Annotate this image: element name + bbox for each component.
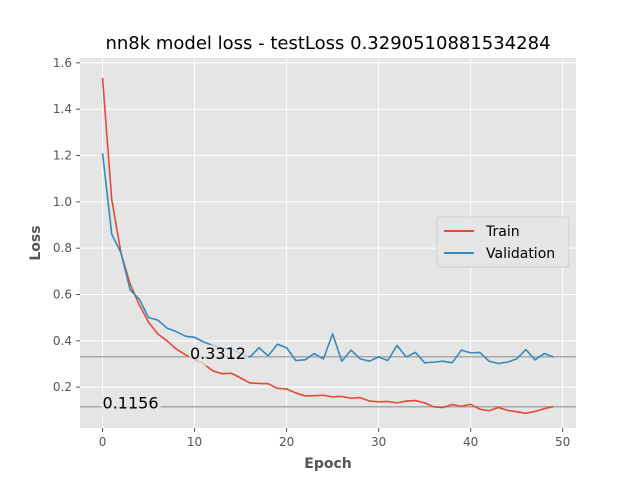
reference-lines [80, 356, 576, 408]
y-tick-label: 1.0 [53, 195, 72, 209]
series-group [101, 77, 554, 415]
y-tick-label: 0.6 [53, 287, 72, 301]
reference-label: 0.1156 [103, 394, 159, 413]
legend: Train Validation [436, 216, 570, 268]
x-tick-label: 10 [187, 435, 202, 449]
chart-title: nn8k model loss - testLoss 0.32905108815… [105, 33, 550, 54]
y-tick-label: 1.4 [53, 102, 72, 116]
x-tick-label: 30 [371, 435, 386, 449]
y-axis-label: Loss [28, 225, 44, 260]
series-line-train [101, 77, 554, 415]
y-tick-label: 0.2 [53, 380, 72, 394]
reference-label-bg [101, 394, 161, 416]
y-tick-label: 0.8 [53, 241, 72, 255]
grid-lines [80, 58, 576, 428]
reference-labels: 0.3312 0.1156 [101, 344, 249, 416]
x-tick-label: 20 [279, 435, 294, 449]
x-tick-label: 0 [99, 435, 107, 449]
x-axis-ticks: 0 10 20 30 40 50 [99, 428, 570, 449]
legend-box [436, 216, 570, 268]
y-axis-ticks: 0.2 0.4 0.6 0.8 1.0 1.2 1.4 1.6 [53, 56, 80, 394]
y-tick-label: 1.2 [53, 149, 72, 163]
legend-train-label: Train [485, 224, 520, 240]
y-tick-label: 1.6 [53, 56, 72, 70]
x-tick-label: 50 [555, 435, 570, 449]
x-tick-label: 40 [463, 435, 478, 449]
y-tick-label: 0.4 [53, 334, 72, 348]
series-line-validation [101, 153, 554, 365]
legend-validation-label: Validation [486, 246, 555, 262]
reference-label-bg [188, 344, 249, 366]
reference-label: 0.3312 [190, 344, 246, 363]
x-axis-label: Epoch [304, 456, 351, 472]
